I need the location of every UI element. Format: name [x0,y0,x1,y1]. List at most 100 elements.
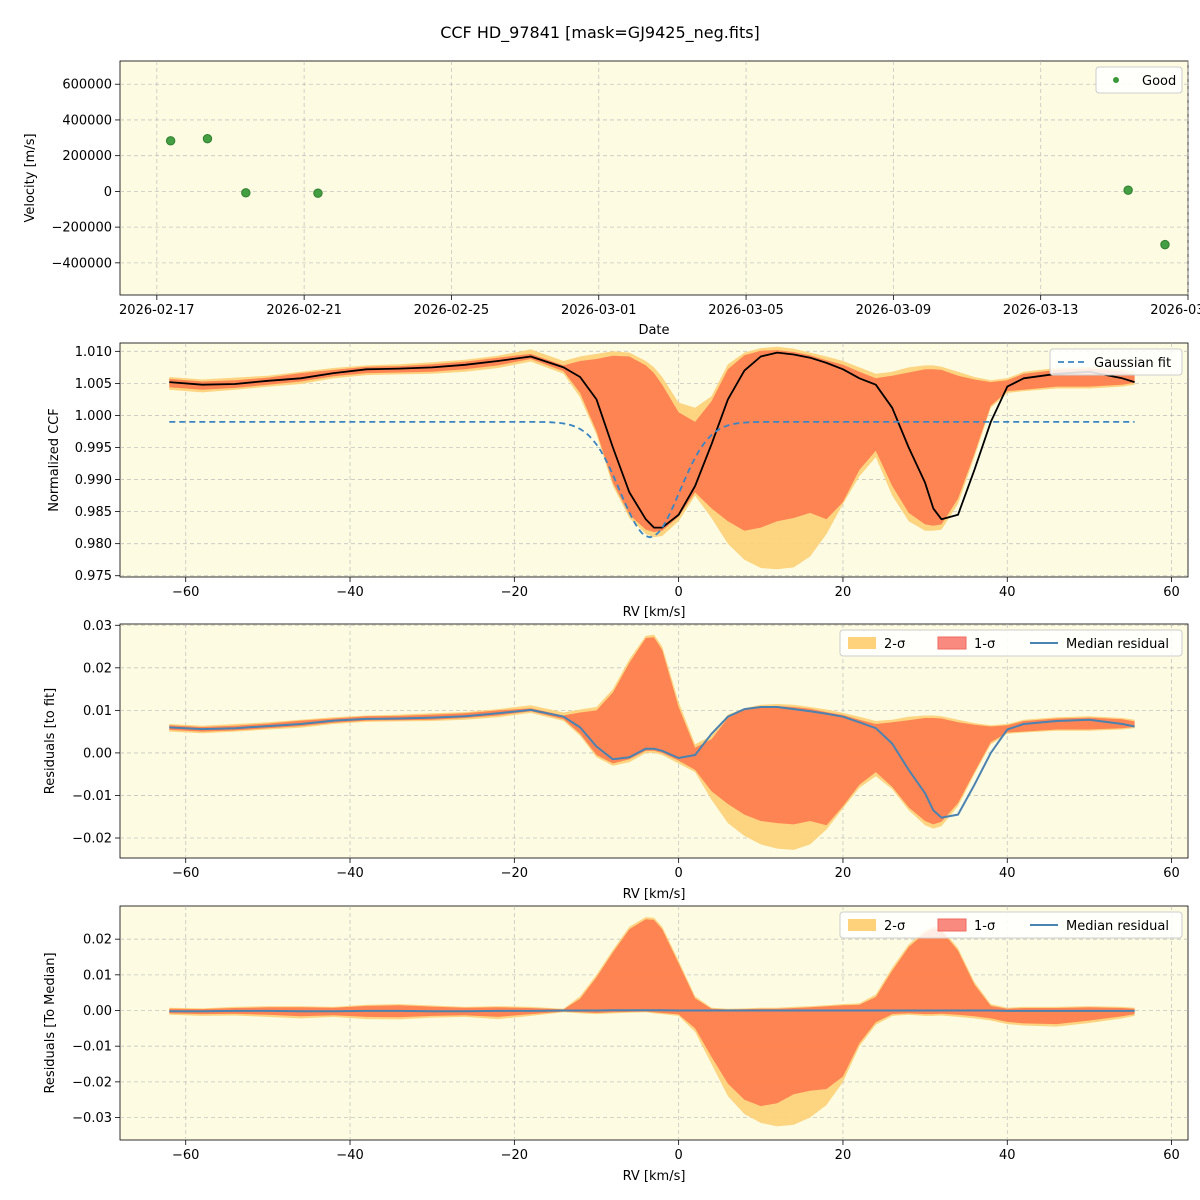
y-tick-label: 0 [104,185,112,200]
x-tick-label: 2026-02-17 [119,303,195,318]
y-tick-label: 0.01 [83,968,112,983]
legend-patch-1-sigma [937,918,967,932]
panel-3: −60 −40 −20 0 20 40 60 −0.02 −0.01 0.00 0.01 0.02 0.… [43,619,1189,902]
y-tick-label: −200000 [51,221,112,236]
x-tick-label: 2026-03-05 [708,303,784,318]
x-tick-label: 2026-03-13 [1003,303,1079,318]
x-tick-label: −20 [501,585,528,600]
legend: 2-σ 1-σ Median residual [839,629,1183,657]
legend: Gaussian fit [1049,348,1183,376]
data-point-good [1123,185,1133,195]
y-tick-label: 0.995 [75,441,112,456]
plot-area [169,634,1135,850]
y-tick-label: 0.02 [83,661,112,676]
y-tick-label: 0.990 [75,473,112,488]
median-residual-line [169,1009,1135,1013]
y-tick-label: 0.980 [75,537,112,552]
y-axis-label: Velocity [m/s] [23,133,38,222]
band-1-sigma [169,637,1135,826]
x-tick-label: 0 [675,585,683,600]
y-tick-label: −0.02 [72,832,112,847]
x-tick-label: −60 [172,1148,199,1163]
y-tick-label: 200000 [62,149,112,164]
figure-title: CCF HD_97841 [mask=GJ9425_neg.fits] [440,23,760,43]
y-tick-label: 1.005 [75,377,112,392]
legend-label: Median residual [1066,919,1169,934]
x-tick-label: 40 [999,585,1016,600]
data-point-good [241,188,251,198]
x-tick-label: −20 [501,866,528,881]
y-axis-label: Normalized CCF [47,408,62,512]
x-tick-label: 0 [675,866,683,881]
y-tick-label: 400000 [62,113,112,128]
gaussian-fit-line [169,421,1135,539]
x-tick-label: 20 [835,866,852,881]
x-tick-label: −60 [172,585,199,600]
legend-marker-good [1113,77,1119,83]
panel-2: −60 −40 −20 0 20 40 60 0.975 0.980 0.985 0.990 0.99… [47,342,1189,620]
x-tick-label: −60 [172,866,199,881]
legend-box [839,629,1183,657]
y-tick-label: 0.00 [83,1004,112,1019]
legend-box [1049,348,1183,376]
x-tick-label: −40 [336,585,363,600]
data-point-good [313,188,323,198]
legend: Good [1095,66,1183,94]
legend-label: 1-σ [974,637,995,652]
ccf-line [169,351,1135,529]
x-tick-label: −40 [336,1148,363,1163]
legend-box [839,911,1183,939]
x-tick-label: 2026-03-09 [856,303,932,318]
legend-label: 1-σ [974,919,995,934]
x-tick-label: 20 [835,1148,852,1163]
x-tick-label: 20 [835,585,852,600]
y-tick-label: 0.02 [83,933,112,948]
legend-label: 2-σ [884,637,905,652]
y-tick-label: −0.01 [72,1040,112,1055]
median-residual-line [169,706,1135,819]
x-tick-label: 60 [1163,866,1180,881]
x-tick-label: −20 [501,1148,528,1163]
legend-label: Median residual [1066,637,1169,652]
legend-box [1095,66,1183,94]
legend-patch-2-sigma [848,919,876,931]
legend-patch-1-sigma [937,636,967,650]
x-tick-label: 40 [999,866,1016,881]
y-tick-label: 0.975 [75,569,112,584]
x-tick-label: −40 [336,866,363,881]
axes-background [119,60,1189,296]
legend-label: Good [1142,74,1176,89]
plot-area [165,134,1170,250]
y-axis-label: Residuals [To Median] [43,952,58,1093]
y-tick-label: 1.000 [75,409,112,424]
x-axis-label: RV [km/s] [623,887,686,902]
plot-area [169,917,1135,1127]
band-1-sigma [169,919,1135,1107]
x-axis-label: Date [638,323,669,338]
y-tick-label: −400000 [51,256,112,271]
panel-4: −60 −40 −20 0 20 40 60 −0.03 −0.02 −0.01 0.00 0.01 0… [43,905,1189,1184]
y-tick-label: 0.00 [83,746,112,761]
y-axis-label: Residuals [to fit] [43,688,58,794]
panel-1: 2026-02-17 2026-02-21 2026-02-25 2026-03-01… [23,60,1200,338]
x-tick-label: 0 [675,1148,683,1163]
y-tick-label: −0.01 [72,789,112,804]
y-tick-label: 0.01 [83,704,112,719]
y-tick-label: 600000 [62,78,112,93]
x-tick-label: 60 [1163,1148,1180,1163]
legend-label: Gaussian fit [1094,356,1171,371]
x-axis-label: RV [km/s] [623,1169,686,1184]
legend-patch-2-sigma [848,637,876,649]
x-tick-label: 40 [999,1148,1016,1163]
band-1-sigma [169,350,1135,533]
legend-label: 2-σ [884,919,905,934]
x-tick-label: 2026-03-17 [1150,303,1200,318]
y-tick-label: 0.985 [75,505,112,520]
x-tick-label: 2026-02-21 [266,303,342,318]
legend: 2-σ 1-σ Median residual [839,911,1183,939]
plot-area [169,346,1135,570]
y-tick-label: 0.03 [83,619,112,634]
x-tick-label: 2026-02-25 [414,303,490,318]
data-point-good [165,136,176,146]
